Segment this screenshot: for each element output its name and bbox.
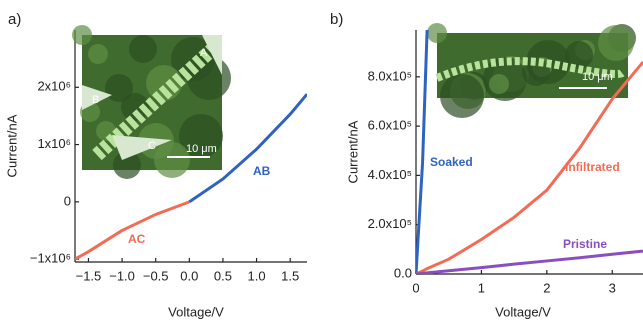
x-tick-label: −1.0: [109, 268, 135, 283]
inset-texture: [129, 35, 157, 63]
y-tick-label: 1x10⁶: [37, 136, 71, 151]
x-tick-label: 1: [478, 280, 485, 295]
x-tick-label: −0.5: [143, 268, 169, 283]
inset-texture: [427, 23, 447, 43]
inset-texture: [440, 74, 484, 118]
inset-texture: [88, 44, 108, 64]
inset-texture: [146, 65, 182, 101]
inset-label: B: [92, 94, 99, 106]
inset-texture: [72, 25, 92, 45]
x-tick-label: 0: [412, 280, 419, 295]
series-label: AB: [253, 164, 271, 178]
inset-probe: [112, 135, 172, 160]
series-label: AC: [128, 232, 146, 246]
inset-texture: [121, 93, 149, 121]
x-axis-label: Voltage/V: [495, 304, 551, 319]
inset: [72, 25, 231, 179]
inset-label: 10 μm: [186, 143, 217, 155]
x-tick-label: 1.5: [281, 268, 299, 283]
inset-texture: [113, 151, 141, 179]
series-label: Infiltrated: [565, 160, 620, 174]
inset-texture: [187, 56, 231, 100]
data-line: [75, 200, 190, 261]
data-line: [416, 61, 643, 274]
y-tick-label: 8.0x10⁵: [368, 68, 412, 83]
x-tick-label: 2: [543, 280, 550, 295]
inset-texture: [154, 142, 190, 178]
x-tick-label: −1.5: [76, 268, 102, 283]
y-tick-label: 0.0: [394, 265, 412, 280]
y-tick-label: 0: [64, 193, 71, 208]
inset-texture: [179, 114, 223, 158]
data-line: [416, 249, 643, 274]
data-line: [188, 93, 307, 204]
y-tick-label: 4.0x10⁵: [368, 167, 412, 182]
inset-texture: [565, 41, 593, 69]
y-tick-label: −1x10⁶: [30, 251, 71, 266]
inset: [427, 23, 636, 118]
inset-texture: [598, 25, 634, 61]
inset-probe: [202, 35, 222, 75]
data-line: [416, 30, 429, 274]
x-tick-label: 1.0: [248, 268, 266, 283]
x-tick-label: 0.0: [180, 268, 198, 283]
y-tick-label: 2.0x10⁵: [368, 216, 412, 231]
inset-probe: [82, 85, 112, 110]
inset-label: A: [200, 47, 208, 59]
series-label: Pristine: [563, 237, 607, 251]
panel-label: a): [8, 11, 21, 28]
inset-texture: [489, 74, 509, 94]
y-tick-label: 6.0x10⁵: [368, 118, 412, 133]
x-tick-label: 0.5: [214, 268, 232, 283]
y-tick-label: 2x10⁶: [37, 79, 71, 94]
y-axis-label: Current/nA: [345, 120, 360, 183]
panel-label: b): [330, 11, 343, 28]
inset-label: 10 μm: [582, 71, 613, 83]
inset-label: C: [148, 140, 156, 152]
x-tick-label: 3: [609, 280, 616, 295]
x-axis-label: Voltage/V: [168, 304, 224, 319]
inset-wire: [435, 57, 625, 82]
y-axis-label: Current/nA: [4, 114, 19, 177]
series-label: Soaked: [430, 155, 473, 169]
